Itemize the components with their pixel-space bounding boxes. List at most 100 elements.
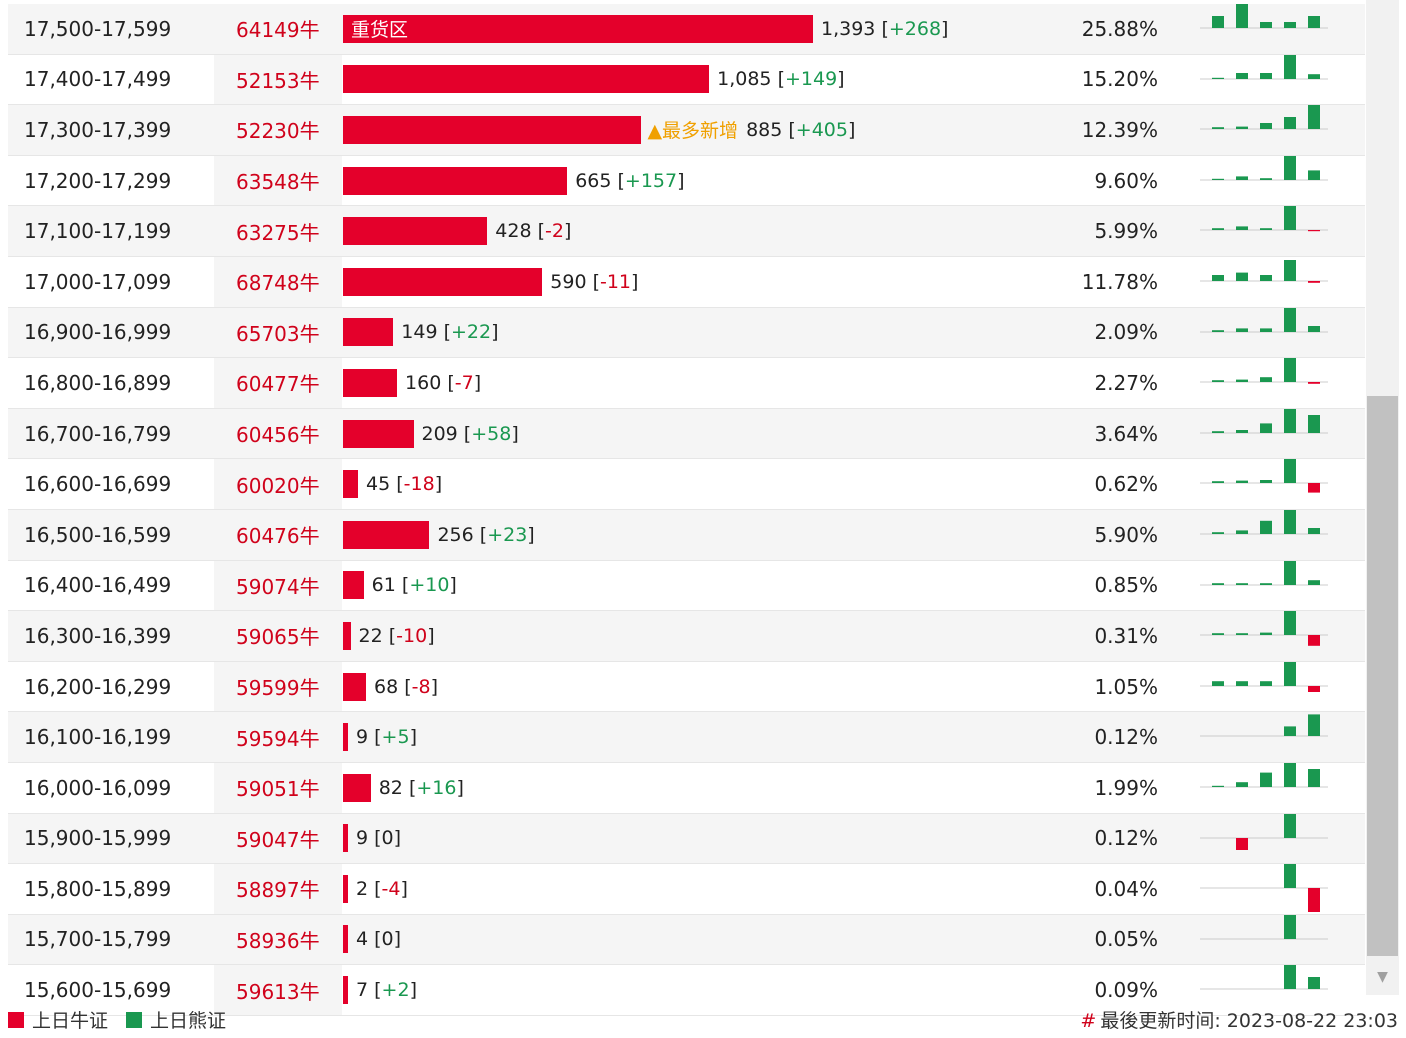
warrant-code-link[interactable]: 63275牛 bbox=[214, 206, 342, 256]
scrollbar-thumb[interactable] bbox=[1367, 396, 1398, 956]
legend-bear-label: 上日熊证 bbox=[150, 1010, 227, 1032]
volume-value: 149 [+22] bbox=[401, 321, 499, 344]
volume-number: 45 bbox=[366, 473, 391, 496]
table-row[interactable]: 16,000-16,099 59051牛 82 [+16] 1.99% bbox=[8, 762, 1365, 814]
volume-value: 1,085 [+149] bbox=[717, 68, 845, 91]
percentage: 25.88% bbox=[1081, 16, 1158, 41]
table-row[interactable]: 16,700-16,799 60456牛 209 [+58] 3.64% bbox=[8, 408, 1365, 460]
warrant-code-link[interactable]: 52230牛 bbox=[214, 105, 342, 155]
mini-bar bbox=[1284, 965, 1296, 990]
percentage: 9.60% bbox=[1094, 168, 1158, 193]
warrant-code-link[interactable]: 59074牛 bbox=[214, 560, 342, 611]
volume-number: 256 bbox=[437, 523, 474, 546]
mini-bar bbox=[1308, 73, 1320, 79]
table-row[interactable]: 17,200-17,299 63548牛 665 [+157] 9.60% bbox=[8, 155, 1365, 207]
warrant-code-link[interactable]: 59047牛 bbox=[214, 813, 342, 864]
warrant-code-link[interactable]: 60020牛 bbox=[214, 459, 342, 509]
volume-number: 2 bbox=[356, 877, 369, 900]
mini-bar bbox=[1284, 611, 1296, 636]
warrant-code-link[interactable]: 60456牛 bbox=[214, 408, 342, 459]
table-row[interactable]: 15,800-15,899 58897牛 2 [-4] 0.04% bbox=[8, 864, 1365, 915]
table-row[interactable]: 15,900-15,999 59047牛 9 [0] 0.12% bbox=[8, 813, 1365, 865]
table-row[interactable]: 17,000-17,099 68748牛 590 [-11] 11.78% bbox=[8, 256, 1365, 308]
percentage: 0.12% bbox=[1094, 826, 1158, 851]
warrant-code-link[interactable]: 64149牛 bbox=[214, 4, 342, 54]
mini-bar bbox=[1236, 582, 1248, 585]
percentage: 0.04% bbox=[1094, 876, 1158, 901]
legend: 上日牛证 上日熊证 bbox=[8, 1006, 244, 1033]
volume-change: 0 bbox=[381, 928, 394, 951]
warrant-code-link[interactable]: 68748牛 bbox=[214, 256, 342, 307]
table-row[interactable]: 16,300-16,399 59065牛 22 [-10] 0.31% bbox=[8, 611, 1365, 662]
table-row[interactable]: 15,700-15,799 58936牛 4 [0] 0.05% bbox=[8, 914, 1365, 966]
volume-number: 7 bbox=[356, 979, 369, 1002]
mini-bar bbox=[1260, 582, 1272, 585]
warrant-code-link[interactable]: 59599牛 bbox=[214, 661, 342, 712]
volume-number: 428 bbox=[495, 220, 532, 243]
table-row[interactable]: 17,300-17,399 52230牛 ▲最多新增 885 [+405] 12.39% bbox=[8, 105, 1365, 156]
mini-bar bbox=[1284, 661, 1296, 686]
mini-bar bbox=[1284, 155, 1296, 180]
warrant-code-link[interactable]: 59594牛 bbox=[214, 712, 342, 762]
price-range: 15,600-15,699 bbox=[24, 978, 172, 1003]
warrant-code-link[interactable]: 65703牛 bbox=[214, 307, 342, 358]
volume-bar: 重货区 bbox=[343, 14, 813, 43]
volume-value: 1,393 [+268] bbox=[821, 17, 949, 40]
warrant-code-link[interactable]: 58897牛 bbox=[214, 864, 342, 914]
scrollbar-track[interactable] bbox=[1366, 0, 1399, 995]
table-row[interactable]: 16,900-16,999 65703牛 149 [+22] 2.09% bbox=[8, 307, 1365, 359]
volume-number: 160 bbox=[405, 371, 442, 394]
mini-bar bbox=[1212, 430, 1224, 433]
mini-bar bbox=[1260, 327, 1272, 332]
table-row[interactable]: 16,800-16,899 60477牛 160 [-7] 2.27% bbox=[8, 358, 1365, 409]
volume-number: 885 bbox=[746, 118, 783, 141]
warrant-code-link[interactable]: 59613牛 bbox=[214, 965, 342, 1015]
volume-change: +2 bbox=[381, 979, 410, 1002]
warrant-code-link[interactable]: 63548牛 bbox=[214, 155, 342, 206]
mini-bar bbox=[1308, 685, 1320, 692]
mini-trend-chart bbox=[1200, 509, 1330, 560]
volume-change: +149 bbox=[784, 68, 838, 91]
table-row[interactable]: 16,200-16,299 59599牛 68 [-8] 1.05% bbox=[8, 661, 1365, 713]
mini-bar bbox=[1236, 680, 1248, 686]
warrant-code-link[interactable]: 58936牛 bbox=[214, 914, 342, 965]
percentage: 1.99% bbox=[1094, 775, 1158, 800]
last-updated-label: 最後更新时间: 2023-08-22 23:03 bbox=[1100, 1010, 1398, 1032]
mini-trend-chart bbox=[1200, 712, 1330, 762]
warrant-code-link[interactable]: 60476牛 bbox=[214, 509, 342, 560]
volume-bar-cell: 7 [+2] bbox=[343, 965, 1063, 1015]
volume-number: 22 bbox=[358, 624, 383, 647]
table-row[interactable]: 17,100-17,199 63275牛 428 [-2] 5.99% bbox=[8, 206, 1365, 257]
mini-bar bbox=[1212, 532, 1224, 534]
volume-bar-cell: 2 [-4] bbox=[343, 864, 1063, 914]
table-row[interactable]: 16,500-16,599 60476牛 256 [+23] 5.90% bbox=[8, 509, 1365, 561]
volume-value: 9 [+5] bbox=[356, 726, 417, 749]
table-row[interactable]: 16,400-16,499 59074牛 61 [+10] 0.85% bbox=[8, 560, 1365, 612]
mini-trend-chart bbox=[1200, 105, 1330, 155]
volume-number: 61 bbox=[371, 574, 396, 597]
volume-value: 256 [+23] bbox=[437, 523, 535, 546]
table-row[interactable]: 17,500-17,599 64149牛 重货区 1,393 [+268] 25.88% bbox=[8, 4, 1365, 55]
mini-bar bbox=[1236, 633, 1248, 636]
table-row[interactable]: 16,600-16,699 60020牛 45 [-18] 0.62% bbox=[8, 459, 1365, 510]
mini-bar bbox=[1236, 837, 1248, 850]
mini-trend-chart bbox=[1200, 307, 1330, 358]
warrant-code-link[interactable]: 52153牛 bbox=[214, 54, 342, 105]
mini-bar bbox=[1212, 380, 1224, 383]
table-row[interactable]: 17,400-17,499 52153牛 1,085 [+149] 15.20% bbox=[8, 54, 1365, 106]
volume-value: 7 [+2] bbox=[356, 979, 417, 1002]
mini-trend-chart bbox=[1200, 864, 1330, 914]
table-row[interactable]: 15,600-15,699 59613牛 7 [+2] 0.09% bbox=[8, 965, 1365, 1016]
mini-bar bbox=[1284, 206, 1296, 231]
price-range: 16,100-16,199 bbox=[24, 725, 172, 750]
mini-bar bbox=[1308, 527, 1320, 534]
price-range: 16,900-16,999 bbox=[24, 320, 172, 345]
chevron-down-icon[interactable]: ▼ bbox=[1377, 969, 1388, 985]
warrant-code-link[interactable]: 59051牛 bbox=[214, 762, 342, 813]
percentage: 3.64% bbox=[1094, 421, 1158, 446]
table-row[interactable]: 16,100-16,199 59594牛 9 [+5] 0.12% bbox=[8, 712, 1365, 763]
mini-bar bbox=[1284, 459, 1296, 484]
warrant-code-link[interactable]: 60477牛 bbox=[214, 358, 342, 408]
mini-trend-chart bbox=[1200, 914, 1330, 965]
warrant-code-link[interactable]: 59065牛 bbox=[214, 611, 342, 661]
